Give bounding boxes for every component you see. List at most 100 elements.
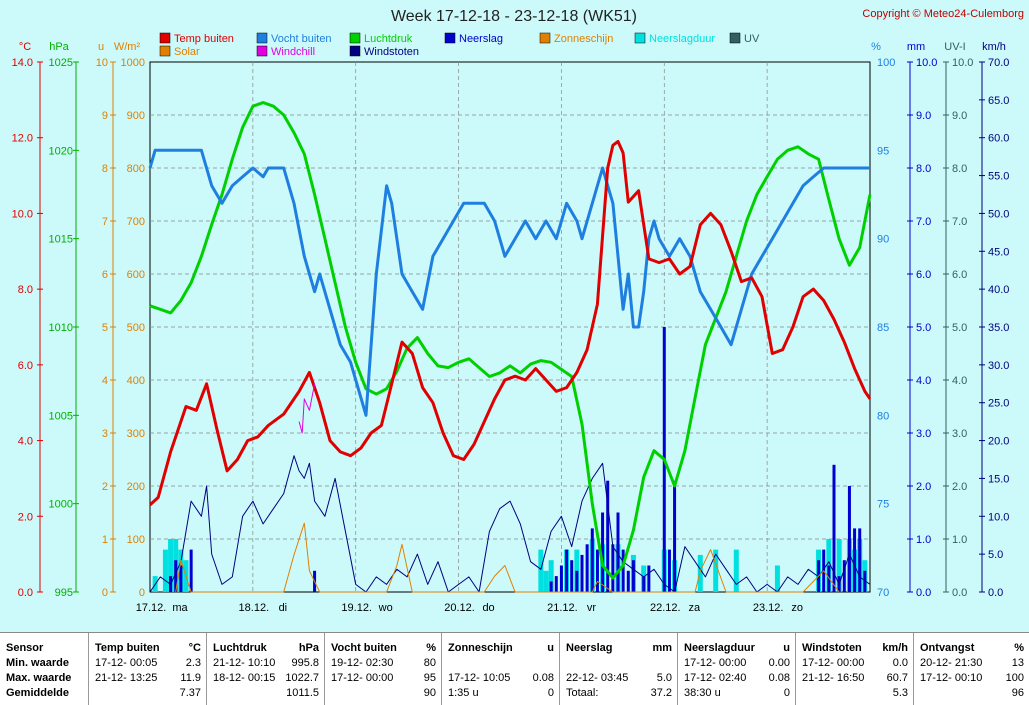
- x-tick-day: vr: [587, 602, 597, 614]
- tick-label-uv: 6.0: [952, 269, 967, 281]
- table-row: Luchtdruk hPa: [207, 641, 325, 656]
- tick-label-temp: 8.0: [18, 284, 33, 296]
- max-value: 60.7: [886, 672, 908, 684]
- col-name: Temp buiten: [95, 642, 160, 654]
- bar-neerslag: [621, 549, 625, 592]
- tick-label-temp: 10.0: [12, 208, 33, 220]
- bar-neerslag: [863, 570, 867, 592]
- table-col: Zonneschijn u 17-12- 10:05 0.08 1:35 u 0: [441, 633, 560, 705]
- tick-label-wind: 45.0: [988, 246, 1009, 258]
- table-row: [560, 656, 678, 671]
- col-unit: km/h: [882, 642, 908, 654]
- x-tick-day: ma: [172, 602, 188, 614]
- tick-label-uv: 5.0: [952, 322, 967, 334]
- table-row: Neerslagduur u: [678, 641, 796, 656]
- table-row: 19-12- 02:30 80: [325, 656, 442, 671]
- max-time: 21-12- 16:50: [802, 672, 865, 684]
- table-row: 7.37: [89, 686, 207, 701]
- tick-label-uv: 8.0: [952, 163, 967, 175]
- bar-neerslag: [575, 570, 579, 592]
- series-line-luchtdruk: [149, 101, 872, 580]
- bar-neerslag: [842, 560, 846, 592]
- legend-label-1: Vocht buiten: [271, 33, 332, 45]
- max-value: 0.08: [532, 672, 554, 684]
- x-tick-day: wo: [378, 602, 393, 614]
- table-row: 21-12- 10:10 995.8: [207, 656, 325, 671]
- tick-label-humidity: 70: [877, 587, 889, 599]
- series-line-temp-buiten: [148, 140, 872, 507]
- table-row: [442, 656, 560, 671]
- table-row: Ontvangst%: [914, 641, 1029, 656]
- legend-label-7: Solar: [174, 46, 200, 58]
- x-tick-date: 21.12.: [547, 602, 578, 614]
- legend-label-4: Zonneschijn: [554, 33, 613, 45]
- legend-label-8: Windchill: [271, 46, 315, 58]
- series-line-windstoten: [149, 455, 871, 593]
- bar-neerslag: [847, 486, 851, 592]
- legend-label-6: UV: [744, 33, 760, 45]
- table-row: Zonneschijn u: [442, 641, 560, 656]
- col-name: Vocht buiten: [331, 642, 397, 654]
- bar-neerslagduur: [733, 549, 739, 592]
- tick-label-humidity: 80: [877, 410, 889, 422]
- table-row: 22-12- 03:45 5.0: [560, 671, 678, 686]
- tick-label-pressure: 1020: [49, 145, 73, 157]
- avg-label: Gemiddelde: [6, 687, 69, 699]
- tick-label-pressure: 1025: [49, 57, 73, 69]
- col-unit: %: [426, 642, 436, 654]
- tick-label-sun: 0: [102, 587, 108, 599]
- tick-label-wind: 40.0: [988, 284, 1009, 296]
- tick-label-sun: 10: [96, 57, 108, 69]
- avg-time: 38:30 u: [684, 687, 721, 699]
- bar-neerslag: [174, 560, 178, 592]
- max-value: 0.08: [768, 672, 790, 684]
- axis-unit-wind: km/h: [982, 41, 1006, 53]
- x-tick-day: do: [482, 602, 494, 614]
- tick-label-rain: 7.0: [916, 216, 931, 228]
- bar-neerslag: [832, 464, 836, 592]
- tick-label-temp: 4.0: [18, 436, 33, 448]
- min-time: 19-12- 02:30: [331, 657, 394, 669]
- tick-label-uv: 4.0: [952, 375, 967, 387]
- avg-value: 90: [423, 687, 436, 699]
- table-col: Neerslagduur u 17-12- 00:00 0.00 17-12- 02:4…: [677, 633, 796, 705]
- x-tick-date: 20.12.: [444, 602, 475, 614]
- min-time: 20-12- 21:30: [920, 657, 983, 669]
- table-row: 17-12- 10:05 0.08: [442, 671, 560, 686]
- tick-label-sun: 4: [102, 375, 108, 387]
- bar-neerslagduur: [162, 549, 168, 592]
- tick-label-humidity: 85: [877, 322, 889, 334]
- statistics-table: Sensor Min. waarde Max. waarde Gemiddeld…: [0, 632, 1029, 705]
- max-time: 17-12- 00:10: [920, 672, 983, 684]
- avg-value: 0: [783, 687, 790, 699]
- legend-label-9: Windstoten: [364, 46, 419, 58]
- col-name: Windstoten: [802, 642, 862, 654]
- col-unit: hPa: [298, 642, 319, 654]
- tick-label-sun: 8: [102, 163, 108, 175]
- min-value: 995.8: [291, 657, 319, 669]
- tick-label-uv: 0.0: [952, 587, 967, 599]
- table-col: Luchtdruk hPa 21-12- 10:10 995.8 18-12- 00:1…: [206, 633, 325, 705]
- axis-unit-pressure: hPa: [49, 41, 69, 53]
- tick-label-solar: 200: [127, 481, 145, 493]
- axis-unit-uv: UV-I: [944, 41, 965, 53]
- tick-label-temp: 6.0: [18, 360, 33, 372]
- axis-unit-temp: °C: [19, 41, 31, 53]
- bar-neerslagduur: [548, 560, 554, 592]
- min-value: 0.0: [892, 657, 908, 669]
- table-row: 18-12- 00:15 1022.7: [207, 671, 325, 686]
- max-value: 11.9: [180, 672, 201, 684]
- avg-value: 0: [547, 687, 554, 699]
- bar-neerslagduur: [836, 539, 842, 592]
- bar-neerslag: [858, 528, 862, 592]
- tick-label-humidity: 90: [877, 234, 889, 246]
- max-value: 100: [1005, 672, 1024, 684]
- table-row: 5.3: [796, 686, 914, 701]
- series-line-vocht-buiten: [148, 148, 870, 417]
- table-col: Windstoten km/h 17-12- 00:00 0.0 21-12- 16:5…: [795, 633, 914, 705]
- x-tick-date: 18.12.: [239, 602, 270, 614]
- x-tick-day: zo: [791, 602, 803, 614]
- axis-unit-humidity: %: [871, 41, 881, 53]
- avg-value: 7.37: [179, 687, 201, 699]
- tick-label-solar: 400: [127, 375, 145, 387]
